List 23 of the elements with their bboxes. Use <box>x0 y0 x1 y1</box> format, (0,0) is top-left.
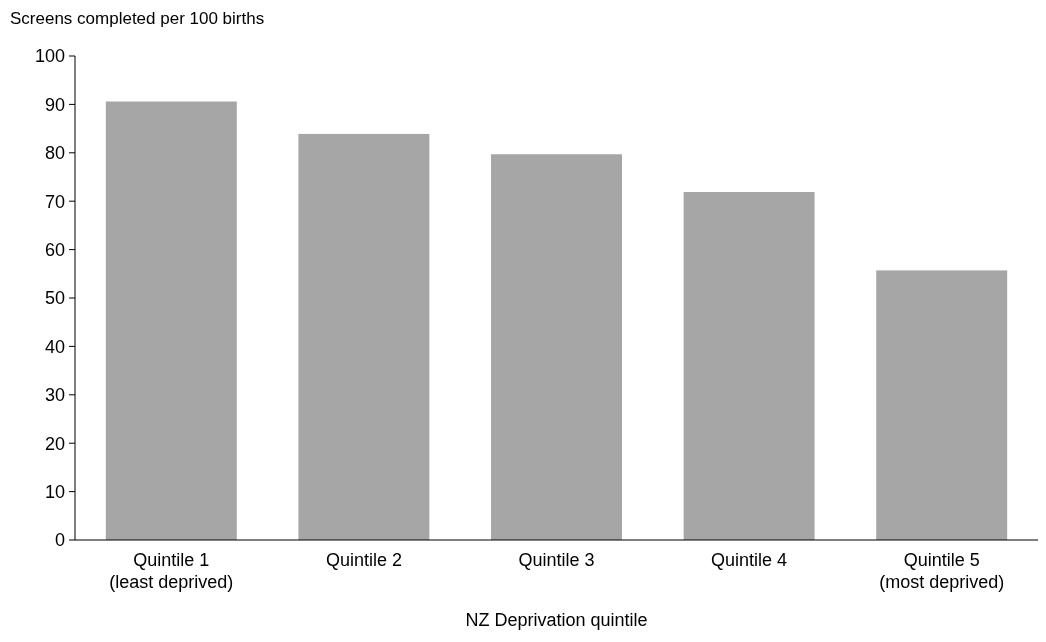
x-tick-label: Quintile 2 <box>325 550 402 570</box>
bar <box>105 101 237 540</box>
y-tick-label: 20 <box>44 433 65 454</box>
bar <box>491 154 622 540</box>
y-tick-label: 70 <box>44 191 65 212</box>
x-tick-label: Quintile 4 <box>711 550 788 570</box>
y-tick-label: 90 <box>44 94 65 115</box>
y-tick-label: 80 <box>44 143 65 164</box>
bar <box>876 270 1008 540</box>
x-tick-label: Quintile 1 (least deprived) <box>109 550 234 592</box>
x-axis-title: NZ Deprivation quintile <box>465 610 648 630</box>
y-tick-label: 30 <box>44 385 65 406</box>
y-tick-label: 50 <box>44 288 65 309</box>
y-tick-label: 60 <box>44 239 65 260</box>
y-tick-label: 0 <box>54 530 65 551</box>
y-tick-label: 100 <box>34 46 65 67</box>
bar <box>298 133 430 540</box>
y-tick-label: 40 <box>44 336 65 357</box>
y-tick-label: 10 <box>44 481 65 502</box>
y-axis-title: Screens completed per 100 births <box>10 9 265 28</box>
x-tick-label: Quintile 5 (most deprived) <box>879 550 1005 592</box>
bar <box>683 192 815 540</box>
x-tick-label: Quintile 3 <box>518 550 595 570</box>
